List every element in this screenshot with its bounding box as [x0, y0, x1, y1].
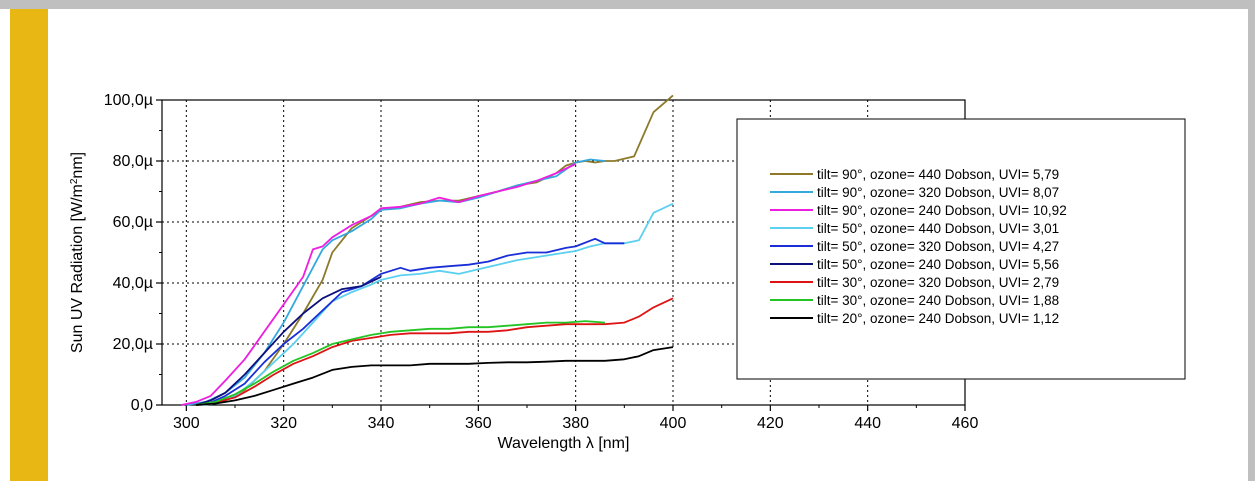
y-tick-label: 40,0µ: [113, 275, 153, 292]
x-tick-label: 440: [854, 415, 881, 432]
legend: tilt= 90°, ozone= 440 Dobson, UVI= 5,79 t…: [736, 118, 1186, 380]
series-line: [195, 237, 625, 406]
series-line: [196, 346, 674, 406]
x-tick-label: 460: [952, 415, 979, 432]
legend-box: [736, 118, 1186, 380]
x-tick-label: 320: [270, 415, 297, 432]
x-axis-label: Wavelength λ [nm]: [498, 435, 630, 452]
accent-bar: [10, 9, 48, 481]
series-line: [200, 202, 674, 406]
legend-label: tilt= 20°, ozone= 240 Dobson, UVI= 1,12: [817, 311, 1059, 326]
y-tick-label: 80,0µ: [113, 153, 153, 170]
legend-label: tilt= 50°, ozone= 240 Dobson, UVI= 5,56: [817, 257, 1059, 272]
series-line: [195, 276, 382, 406]
legend-label: tilt= 30°, ozone= 320 Dobson, UVI= 2,79: [817, 275, 1059, 290]
y-tick-label: 100,0µ: [104, 92, 153, 109]
x-tick-label: 300: [173, 415, 200, 432]
x-tick-label: 360: [465, 415, 492, 432]
x-tick-label: 380: [562, 415, 589, 432]
series-line: [186, 158, 605, 406]
x-tick-label: 340: [368, 415, 395, 432]
x-tick-label: 400: [660, 415, 687, 432]
y-axis-label: Sun UV Radiation [W/m2nm]: [69, 152, 87, 353]
legend-label: tilt= 90°, ozone= 320 Dobson, UVI= 8,07: [817, 185, 1059, 200]
series-line: [195, 320, 605, 406]
series-lines: [181, 94, 674, 406]
right-frame-border: [1248, 0, 1255, 481]
top-frame-border: [0, 0, 1255, 9]
y-axis-label-superscript: 2: [69, 178, 80, 184]
y-axis-label-tail: nm]: [69, 152, 86, 179]
axis-ticks: 300 320 340 360 380 400 420 440 460 0,0 20,0µ 40,0µ…: [104, 92, 979, 432]
legend-label: tilt= 50°, ozone= 320 Dobson, UVI= 4,27: [817, 239, 1059, 254]
x-tick-label: 420: [757, 415, 784, 432]
legend-label: tilt= 30°, ozone= 240 Dobson, UVI= 1,88: [817, 293, 1059, 308]
series-line: [195, 297, 674, 406]
series-line: [181, 163, 577, 406]
y-tick-label: 0,0: [131, 397, 153, 414]
y-axis-label-main: Sun UV Radiation [W/m: [69, 184, 86, 353]
legend-label: tilt= 90°, ozone= 240 Dobson, UVI= 10,92: [817, 203, 1067, 218]
y-tick-label: 20,0µ: [113, 336, 153, 353]
legend-label: tilt= 50°, ozone= 440 Dobson, UVI= 3,01: [817, 221, 1059, 236]
y-tick-label: 60,0µ: [113, 214, 153, 231]
legend-label: tilt= 90°, ozone= 440 Dobson, UVI= 5,79: [817, 167, 1059, 182]
